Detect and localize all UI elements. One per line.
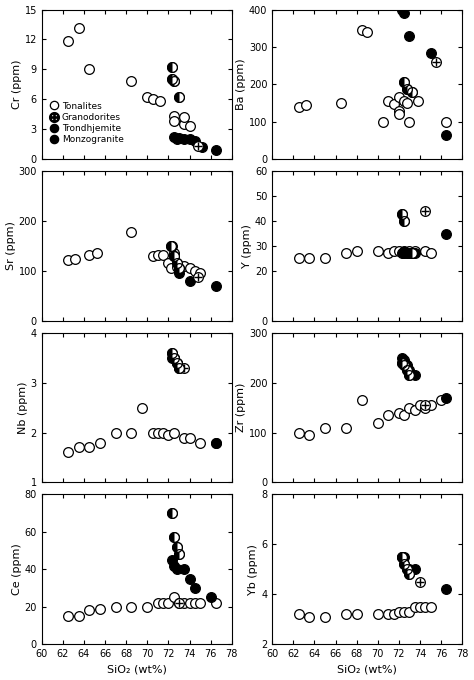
Y-axis label: Zr (ppm): Zr (ppm) [236,383,246,432]
Legend: Tonalites, Granodorites, Trondhjemite, Monzogranite: Tonalites, Granodorites, Trondhjemite, M… [48,99,126,147]
X-axis label: SiO₂ (wt%): SiO₂ (wt%) [107,664,167,675]
Y-axis label: Cr (ppm): Cr (ppm) [12,60,22,109]
Y-axis label: Yb (ppm): Yb (ppm) [248,544,258,595]
Y-axis label: Ce (ppm): Ce (ppm) [12,543,22,595]
Y-axis label: Ba (ppm): Ba (ppm) [236,58,246,110]
X-axis label: SiO₂ (wt%): SiO₂ (wt%) [337,664,397,675]
Y-axis label: Sr (ppm): Sr (ppm) [6,222,16,271]
Y-axis label: Nb (ppm): Nb (ppm) [18,381,28,434]
Y-axis label: Y (ppm): Y (ppm) [242,224,252,268]
